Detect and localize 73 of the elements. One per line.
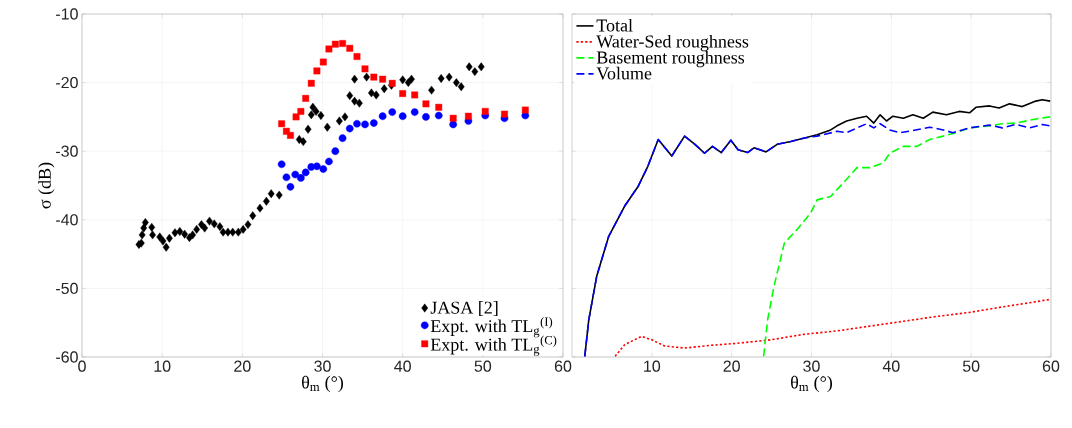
point: [292, 113, 300, 121]
point: [287, 132, 294, 139]
point: [379, 75, 387, 83]
point: [307, 79, 315, 87]
point: [286, 183, 295, 191]
point: [353, 119, 361, 128]
x-tick-label: 30: [314, 360, 331, 372]
point: [313, 162, 321, 171]
point: [398, 112, 407, 121]
point: [411, 91, 419, 99]
x-tick-label: 40: [394, 360, 411, 372]
legend-label: JASA [2]: [430, 301, 498, 316]
point: [481, 108, 489, 115]
point: [345, 124, 354, 133]
x-axis-title: θ$_{m}$ (°): [791, 375, 833, 393]
point: [410, 108, 419, 116]
x-tick-label: 50: [962, 360, 980, 372]
point: [361, 120, 369, 129]
y-tick-label: -10: [56, 8, 78, 20]
point: [501, 110, 508, 118]
point: [370, 119, 378, 127]
legend-label: Total: [596, 18, 633, 32]
point: [388, 108, 397, 116]
point: [313, 67, 321, 75]
point: [378, 112, 387, 121]
x-tick-label: 20: [234, 360, 251, 372]
point: [278, 120, 286, 128]
point: [277, 160, 286, 169]
point: [297, 174, 305, 182]
point: [422, 113, 430, 121]
point: [422, 100, 430, 108]
point: [331, 147, 340, 155]
point: [346, 44, 354, 52]
x-axis-title: θ$_{m}$ (°): [302, 375, 344, 393]
point: [353, 53, 361, 60]
point: [339, 40, 346, 47]
x-tick-label: 50: [474, 360, 492, 372]
x-tick-label: 40: [882, 360, 900, 372]
point: [435, 103, 443, 111]
point: [465, 112, 472, 120]
point: [331, 40, 339, 48]
point: [291, 170, 300, 179]
point: [449, 120, 457, 129]
y-tick-label: -20: [56, 76, 78, 89]
y-tick-label: -50: [56, 282, 78, 295]
x-tick-label: 0: [78, 360, 86, 372]
point: [449, 114, 457, 122]
legend-label: Volume: [596, 66, 652, 80]
point: [399, 90, 407, 97]
y-axis-title: σ (dB): [38, 162, 55, 209]
point: [521, 106, 529, 114]
y-tick-label: -60: [56, 351, 78, 363]
legend-label: Water-Sed roughness: [596, 34, 749, 52]
point: [302, 94, 310, 102]
point: [319, 58, 327, 66]
x-tick-label: 10: [644, 360, 661, 372]
point: [434, 111, 443, 120]
point: [297, 108, 305, 115]
y-tick-label: -30: [56, 145, 78, 157]
x-tick-label: 60: [1042, 360, 1060, 372]
point: [301, 168, 310, 177]
y-tick-label: -40: [56, 214, 78, 226]
x-tick-label: 30: [803, 360, 820, 372]
point: [319, 165, 328, 173]
x-tick-label: 20: [723, 360, 740, 372]
point: [338, 134, 347, 142]
point: [370, 73, 378, 81]
x-tick-label: 60: [554, 360, 572, 372]
point: [325, 45, 333, 53]
x-tick-label: 10: [154, 360, 171, 372]
point: [361, 65, 369, 73]
point: [282, 173, 291, 182]
point: [325, 157, 333, 166]
